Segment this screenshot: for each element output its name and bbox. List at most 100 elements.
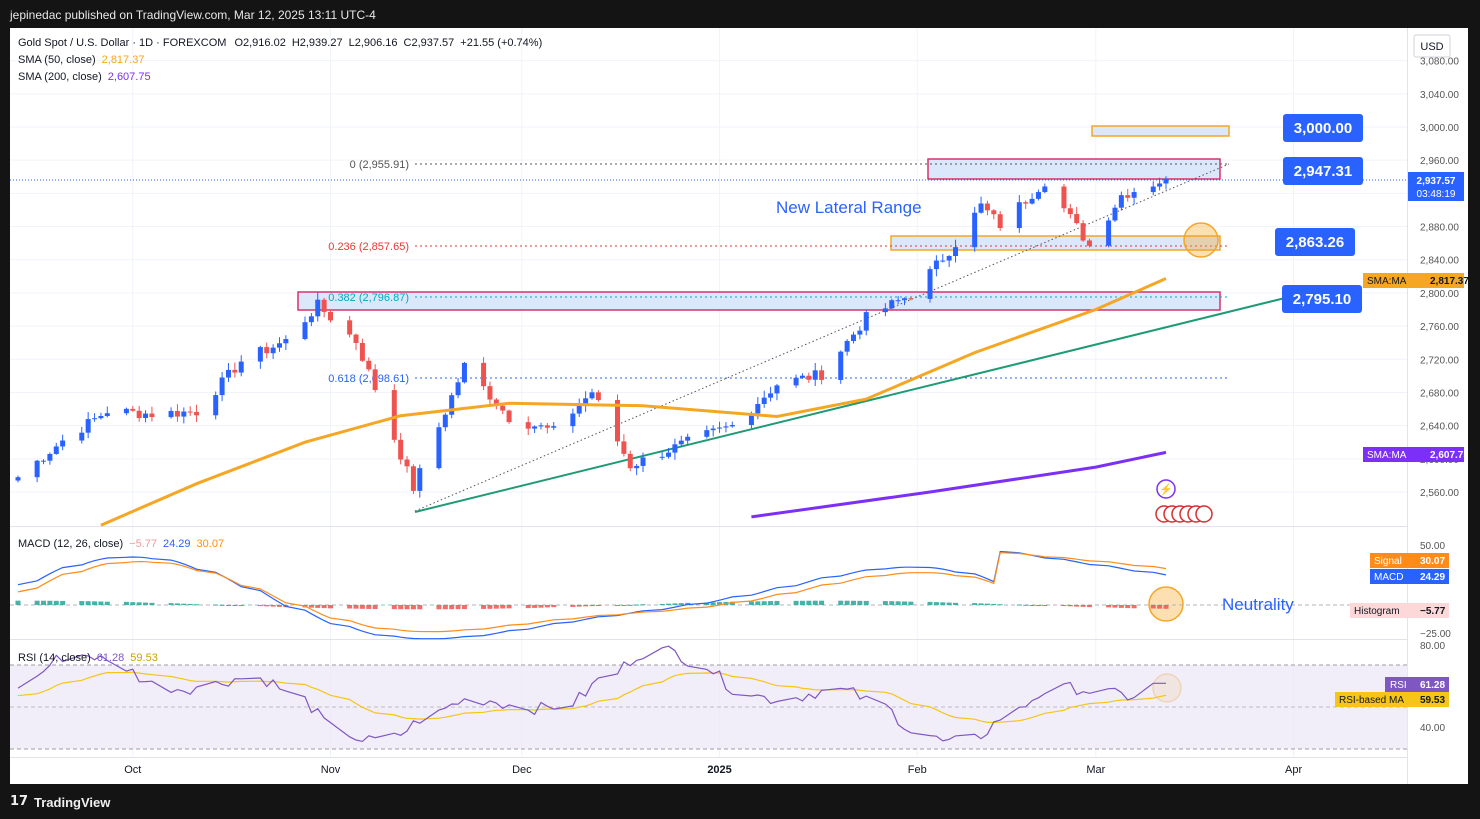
candle-body[interactable]	[455, 382, 461, 396]
footer-brand[interactable]: TradingView	[34, 795, 111, 810]
candle-body[interactable]	[799, 375, 805, 378]
candle-body[interactable]	[85, 419, 91, 433]
candle-body[interactable]	[946, 256, 952, 261]
badge-3000[interactable]	[1283, 114, 1363, 142]
candle-body[interactable]	[902, 298, 908, 301]
candle-body[interactable]	[372, 369, 378, 391]
candle-body[interactable]	[353, 334, 359, 343]
macd-pane[interactable]: MACD (12, 26, close) −5.77 24.29 30.07 Neut…	[10, 538, 1451, 640]
lightning-icon[interactable]	[1156, 479, 1176, 499]
candle-body[interactable]	[850, 334, 856, 341]
candle-body[interactable]	[997, 214, 1003, 229]
flag-icons[interactable]	[1155, 505, 1213, 523]
candle-body[interactable]	[1067, 208, 1073, 215]
candle-body[interactable]	[398, 439, 404, 460]
candle-body[interactable]	[1131, 192, 1137, 198]
candle-body[interactable]	[710, 428, 716, 431]
candle-body[interactable]	[819, 370, 825, 380]
candle-body[interactable]	[493, 399, 499, 406]
candle-body[interactable]	[532, 426, 538, 429]
candle-body[interactable]	[806, 375, 812, 380]
candle-body[interactable]	[576, 405, 582, 414]
candle-body[interactable]	[525, 422, 531, 429]
fib-diagonal[interactable]	[414, 163, 1230, 512]
candle-body[interactable]	[283, 339, 289, 344]
candle-body[interactable]	[366, 360, 372, 370]
candle-body[interactable]	[621, 441, 627, 454]
candle-body[interactable]	[1016, 202, 1022, 229]
candle-body[interactable]	[627, 453, 633, 469]
candle-body[interactable]	[927, 269, 933, 299]
candle-body[interactable]	[1074, 214, 1080, 224]
candle-body[interactable]	[882, 308, 888, 313]
candle-body[interactable]	[583, 398, 589, 406]
candle-body[interactable]	[1112, 207, 1118, 221]
candle-body[interactable]	[538, 425, 544, 427]
candle-body[interactable]	[130, 408, 136, 411]
candle-body[interactable]	[187, 411, 193, 413]
level-badges[interactable]: 3,000.00 2,947.31 2,863.26 2,795.10	[1275, 114, 1363, 313]
candle-body[interactable]	[1106, 220, 1112, 246]
us-flag-icon[interactable]	[1195, 505, 1213, 523]
candle-body[interactable]	[123, 408, 129, 414]
candle-body[interactable]	[60, 440, 66, 447]
candle-body[interactable]	[136, 410, 142, 418]
candle-body[interactable]	[359, 342, 365, 361]
candle-body[interactable]	[264, 347, 270, 354]
candle-body[interactable]	[449, 395, 455, 415]
candle-body[interactable]	[844, 340, 850, 352]
candle-body[interactable]	[302, 322, 308, 340]
candle-body[interactable]	[1035, 192, 1041, 199]
candle-body[interactable]	[768, 393, 774, 398]
candle-body[interactable]	[640, 457, 646, 466]
candle-body[interactable]	[755, 403, 761, 414]
candle-body[interactable]	[98, 416, 104, 419]
candle-body[interactable]	[219, 377, 225, 396]
candle-body[interactable]	[908, 298, 914, 300]
candle-body[interactable]	[812, 370, 818, 380]
badge-2863[interactable]	[1275, 228, 1355, 256]
rsi-line[interactable]	[17, 645, 1166, 743]
candle-body[interactable]	[461, 362, 467, 383]
candle-body[interactable]	[838, 351, 844, 380]
candle-body[interactable]	[704, 430, 710, 437]
candle-body[interactable]	[308, 316, 314, 323]
candle-body[interactable]	[933, 260, 939, 270]
candle-body[interactable]	[404, 459, 410, 467]
candle-body[interactable]	[984, 203, 990, 211]
candle-body[interactable]	[149, 413, 155, 418]
candle-body[interactable]	[940, 260, 946, 262]
candle-body[interactable]	[321, 299, 327, 312]
target-zone[interactable]	[1091, 125, 1230, 137]
candle-body[interactable]	[417, 468, 423, 491]
candle-body[interactable]	[257, 347, 263, 362]
candle-body[interactable]	[270, 347, 276, 354]
candle-body[interactable]	[15, 477, 21, 481]
candle-body[interactable]	[717, 427, 723, 429]
candle-body[interactable]	[1118, 195, 1124, 208]
currency-button[interactable]	[1413, 34, 1451, 58]
candle-body[interactable]	[436, 427, 442, 469]
candle-body[interactable]	[672, 444, 678, 453]
sma-50-line[interactable]	[100, 277, 1167, 527]
candle-body[interactable]	[232, 369, 238, 373]
candle-body[interactable]	[1029, 198, 1035, 204]
candle-body[interactable]	[895, 300, 901, 302]
sma-200-line[interactable]	[751, 450, 1167, 519]
tradingview-logo-icon[interactable]: 17	[10, 794, 29, 809]
chart-svg[interactable]: 0 (2,955.91) 0.236 (2,857.65) 0.382 (2,7…	[10, 28, 1469, 784]
candle-body[interactable]	[1080, 223, 1086, 241]
candle-body[interactable]	[104, 413, 110, 417]
candle-body[interactable]	[793, 377, 799, 386]
candle-body[interactable]	[863, 312, 869, 331]
candle-body[interactable]	[41, 460, 47, 462]
signal-line[interactable]	[17, 552, 1167, 633]
candle-body[interactable]	[551, 426, 557, 428]
candle-body[interactable]	[729, 425, 735, 427]
badge-2947[interactable]	[1283, 157, 1363, 185]
candle-body[interactable]	[544, 425, 550, 428]
candle-body[interactable]	[1157, 183, 1163, 187]
candle-body[interactable]	[889, 300, 895, 309]
candle-body[interactable]	[315, 299, 321, 317]
candle-body[interactable]	[761, 397, 767, 404]
